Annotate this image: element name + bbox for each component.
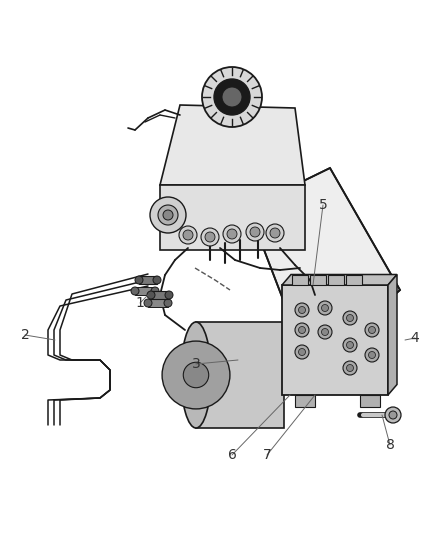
Bar [360,395,380,407]
Circle shape [150,197,186,233]
Circle shape [214,79,250,115]
Circle shape [299,306,305,313]
Circle shape [147,291,155,299]
Bar [328,275,344,285]
Circle shape [153,276,161,284]
Circle shape [318,325,332,339]
Polygon shape [160,105,305,185]
Bar [310,275,326,285]
Circle shape [222,87,242,107]
Circle shape [299,349,305,356]
Circle shape [135,276,143,284]
Polygon shape [282,274,397,285]
Bar [151,291,169,299]
Bar [139,276,157,284]
Circle shape [183,230,193,240]
Circle shape [163,210,173,220]
Circle shape [318,301,332,315]
Text: 2: 2 [21,328,29,342]
Circle shape [346,365,353,372]
Bar [135,287,155,295]
Text: 4: 4 [411,331,419,345]
Bar [148,299,168,307]
Circle shape [162,341,230,409]
Ellipse shape [181,322,211,428]
Circle shape [385,407,401,423]
Circle shape [299,327,305,334]
Circle shape [205,232,215,242]
Circle shape [270,228,280,238]
Circle shape [368,327,375,334]
Circle shape [202,67,262,127]
Circle shape [164,299,172,307]
Bar [346,275,362,285]
Circle shape [158,205,178,225]
Circle shape [246,223,264,241]
Circle shape [250,227,260,237]
Circle shape [365,348,379,362]
Circle shape [343,311,357,325]
Circle shape [321,304,328,311]
Circle shape [295,303,309,317]
Text: 6: 6 [228,448,237,462]
Polygon shape [388,274,397,395]
Text: 5: 5 [318,198,327,212]
Text: 8: 8 [385,438,395,452]
Circle shape [227,229,237,239]
Circle shape [266,224,284,242]
Circle shape [368,351,375,359]
Text: 3: 3 [192,357,200,371]
Circle shape [144,299,152,307]
Circle shape [295,345,309,359]
Circle shape [131,287,139,295]
Bar [196,322,284,428]
Bar [160,185,305,250]
Bar [292,275,308,285]
Circle shape [389,411,397,419]
Circle shape [223,225,241,243]
Circle shape [295,323,309,337]
Circle shape [346,314,353,321]
Bar [282,285,388,395]
Circle shape [201,228,219,246]
Circle shape [165,291,173,299]
Text: 7: 7 [263,448,272,462]
Circle shape [343,338,357,352]
Polygon shape [248,168,400,370]
Circle shape [179,226,197,244]
Circle shape [365,323,379,337]
Circle shape [346,342,353,349]
Circle shape [343,361,357,375]
Circle shape [321,328,328,335]
Circle shape [183,362,209,387]
Bar [295,395,315,407]
Text: 1: 1 [136,296,145,310]
Circle shape [151,287,159,295]
